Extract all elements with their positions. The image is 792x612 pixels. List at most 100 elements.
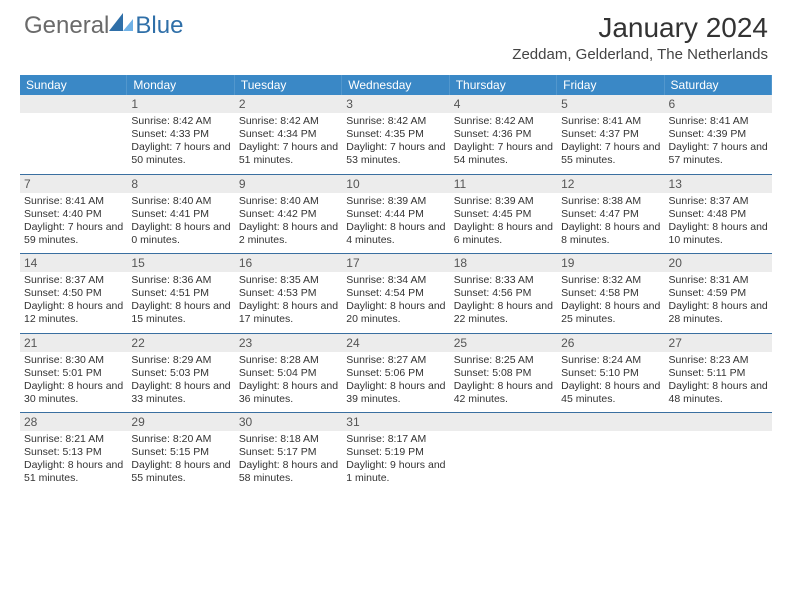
sunrise-line: Sunrise: 8:23 AM — [669, 354, 768, 367]
calendar-weeks: 1Sunrise: 8:42 AMSunset: 4:33 PMDaylight… — [20, 95, 772, 492]
calendar-cell: 5Sunrise: 8:41 AMSunset: 4:37 PMDaylight… — [557, 95, 664, 174]
day-number: 28 — [20, 413, 127, 431]
sunrise-line: Sunrise: 8:40 AM — [239, 195, 338, 208]
day-number — [557, 413, 664, 431]
day-body: Sunrise: 8:37 AMSunset: 4:50 PMDaylight:… — [20, 272, 127, 333]
daylight-line: Daylight: 7 hours and 59 minutes. — [24, 221, 123, 247]
calendar-cell: 23Sunrise: 8:28 AMSunset: 5:04 PMDayligh… — [235, 334, 342, 413]
day-body — [557, 431, 664, 439]
calendar-cell: 28Sunrise: 8:21 AMSunset: 5:13 PMDayligh… — [20, 413, 127, 492]
day-number: 31 — [342, 413, 449, 431]
sunset-line: Sunset: 5:19 PM — [346, 446, 445, 459]
calendar-cell — [20, 95, 127, 174]
dow-header: Friday — [557, 75, 664, 95]
sunset-line: Sunset: 4:48 PM — [669, 208, 768, 221]
dow-header: Wednesday — [342, 75, 449, 95]
day-body: Sunrise: 8:25 AMSunset: 5:08 PMDaylight:… — [450, 352, 557, 413]
calendar-cell: 3Sunrise: 8:42 AMSunset: 4:35 PMDaylight… — [342, 95, 449, 174]
day-number: 8 — [127, 175, 234, 193]
day-body: Sunrise: 8:35 AMSunset: 4:53 PMDaylight:… — [235, 272, 342, 333]
day-body: Sunrise: 8:41 AMSunset: 4:37 PMDaylight:… — [557, 113, 664, 174]
calendar-cell: 27Sunrise: 8:23 AMSunset: 5:11 PMDayligh… — [665, 334, 772, 413]
day-number: 12 — [557, 175, 664, 193]
daylight-line: Daylight: 8 hours and 36 minutes. — [239, 380, 338, 406]
location-text: Zeddam, Gelderland, The Netherlands — [512, 46, 768, 63]
sunset-line: Sunset: 5:17 PM — [239, 446, 338, 459]
dow-header: Saturday — [665, 75, 772, 95]
sunset-line: Sunset: 4:35 PM — [346, 128, 445, 141]
calendar-cell: 15Sunrise: 8:36 AMSunset: 4:51 PMDayligh… — [127, 254, 234, 333]
day-body: Sunrise: 8:17 AMSunset: 5:19 PMDaylight:… — [342, 431, 449, 492]
sunset-line: Sunset: 5:13 PM — [24, 446, 123, 459]
daylight-line: Daylight: 8 hours and 28 minutes. — [669, 300, 768, 326]
sunrise-line: Sunrise: 8:41 AM — [669, 115, 768, 128]
daylight-line: Daylight: 9 hours and 1 minute. — [346, 459, 445, 485]
daylight-line: Daylight: 8 hours and 25 minutes. — [561, 300, 660, 326]
day-body: Sunrise: 8:28 AMSunset: 5:04 PMDaylight:… — [235, 352, 342, 413]
sunrise-line: Sunrise: 8:32 AM — [561, 274, 660, 287]
calendar-week: 14Sunrise: 8:37 AMSunset: 4:50 PMDayligh… — [20, 254, 772, 334]
day-body: Sunrise: 8:42 AMSunset: 4:33 PMDaylight:… — [127, 113, 234, 174]
calendar-cell: 25Sunrise: 8:25 AMSunset: 5:08 PMDayligh… — [450, 334, 557, 413]
sunrise-line: Sunrise: 8:36 AM — [131, 274, 230, 287]
calendar-week: 21Sunrise: 8:30 AMSunset: 5:01 PMDayligh… — [20, 334, 772, 414]
sunset-line: Sunset: 4:51 PM — [131, 287, 230, 300]
sunrise-line: Sunrise: 8:39 AM — [346, 195, 445, 208]
sunrise-line: Sunrise: 8:31 AM — [669, 274, 768, 287]
sunrise-line: Sunrise: 8:42 AM — [131, 115, 230, 128]
daylight-line: Daylight: 8 hours and 22 minutes. — [454, 300, 553, 326]
day-number: 10 — [342, 175, 449, 193]
sunset-line: Sunset: 4:34 PM — [239, 128, 338, 141]
day-body: Sunrise: 8:18 AMSunset: 5:17 PMDaylight:… — [235, 431, 342, 492]
dow-header: Thursday — [450, 75, 557, 95]
day-number: 9 — [235, 175, 342, 193]
day-number: 18 — [450, 254, 557, 272]
sunrise-line: Sunrise: 8:42 AM — [454, 115, 553, 128]
daylight-line: Daylight: 8 hours and 12 minutes. — [24, 300, 123, 326]
day-number: 1 — [127, 95, 234, 113]
day-body: Sunrise: 8:40 AMSunset: 4:41 PMDaylight:… — [127, 193, 234, 254]
day-body: Sunrise: 8:38 AMSunset: 4:47 PMDaylight:… — [557, 193, 664, 254]
sunrise-line: Sunrise: 8:38 AM — [561, 195, 660, 208]
day-body: Sunrise: 8:39 AMSunset: 4:45 PMDaylight:… — [450, 193, 557, 254]
sunrise-line: Sunrise: 8:39 AM — [454, 195, 553, 208]
day-number: 25 — [450, 334, 557, 352]
sunset-line: Sunset: 5:06 PM — [346, 367, 445, 380]
sunrise-line: Sunrise: 8:40 AM — [131, 195, 230, 208]
sunset-line: Sunset: 4:39 PM — [669, 128, 768, 141]
daylight-line: Daylight: 7 hours and 54 minutes. — [454, 141, 553, 167]
calendar-cell: 30Sunrise: 8:18 AMSunset: 5:17 PMDayligh… — [235, 413, 342, 492]
brand-general: General — [24, 12, 109, 40]
day-body: Sunrise: 8:31 AMSunset: 4:59 PMDaylight:… — [665, 272, 772, 333]
calendar-cell: 26Sunrise: 8:24 AMSunset: 5:10 PMDayligh… — [557, 334, 664, 413]
sunset-line: Sunset: 5:10 PM — [561, 367, 660, 380]
day-number — [450, 413, 557, 431]
day-body: Sunrise: 8:32 AMSunset: 4:58 PMDaylight:… — [557, 272, 664, 333]
sunrise-line: Sunrise: 8:41 AM — [561, 115, 660, 128]
day-number: 5 — [557, 95, 664, 113]
sunset-line: Sunset: 4:45 PM — [454, 208, 553, 221]
sunrise-line: Sunrise: 8:30 AM — [24, 354, 123, 367]
calendar-cell: 24Sunrise: 8:27 AMSunset: 5:06 PMDayligh… — [342, 334, 449, 413]
day-number: 11 — [450, 175, 557, 193]
daylight-line: Daylight: 7 hours and 53 minutes. — [346, 141, 445, 167]
sunrise-line: Sunrise: 8:18 AM — [239, 433, 338, 446]
day-body: Sunrise: 8:34 AMSunset: 4:54 PMDaylight:… — [342, 272, 449, 333]
calendar-cell: 14Sunrise: 8:37 AMSunset: 4:50 PMDayligh… — [20, 254, 127, 333]
sunrise-line: Sunrise: 8:34 AM — [346, 274, 445, 287]
sunrise-line: Sunrise: 8:20 AM — [131, 433, 230, 446]
day-body: Sunrise: 8:41 AMSunset: 4:39 PMDaylight:… — [665, 113, 772, 174]
daylight-line: Daylight: 8 hours and 20 minutes. — [346, 300, 445, 326]
daylight-line: Daylight: 7 hours and 57 minutes. — [669, 141, 768, 167]
sunset-line: Sunset: 4:50 PM — [24, 287, 123, 300]
sunrise-line: Sunrise: 8:42 AM — [239, 115, 338, 128]
calendar-cell: 31Sunrise: 8:17 AMSunset: 5:19 PMDayligh… — [342, 413, 449, 492]
sunset-line: Sunset: 4:59 PM — [669, 287, 768, 300]
daylight-line: Daylight: 8 hours and 30 minutes. — [24, 380, 123, 406]
day-number: 19 — [557, 254, 664, 272]
day-body: Sunrise: 8:42 AMSunset: 4:36 PMDaylight:… — [450, 113, 557, 174]
day-body: Sunrise: 8:39 AMSunset: 4:44 PMDaylight:… — [342, 193, 449, 254]
sunrise-line: Sunrise: 8:24 AM — [561, 354, 660, 367]
sunrise-line: Sunrise: 8:21 AM — [24, 433, 123, 446]
daylight-line: Daylight: 8 hours and 2 minutes. — [239, 221, 338, 247]
